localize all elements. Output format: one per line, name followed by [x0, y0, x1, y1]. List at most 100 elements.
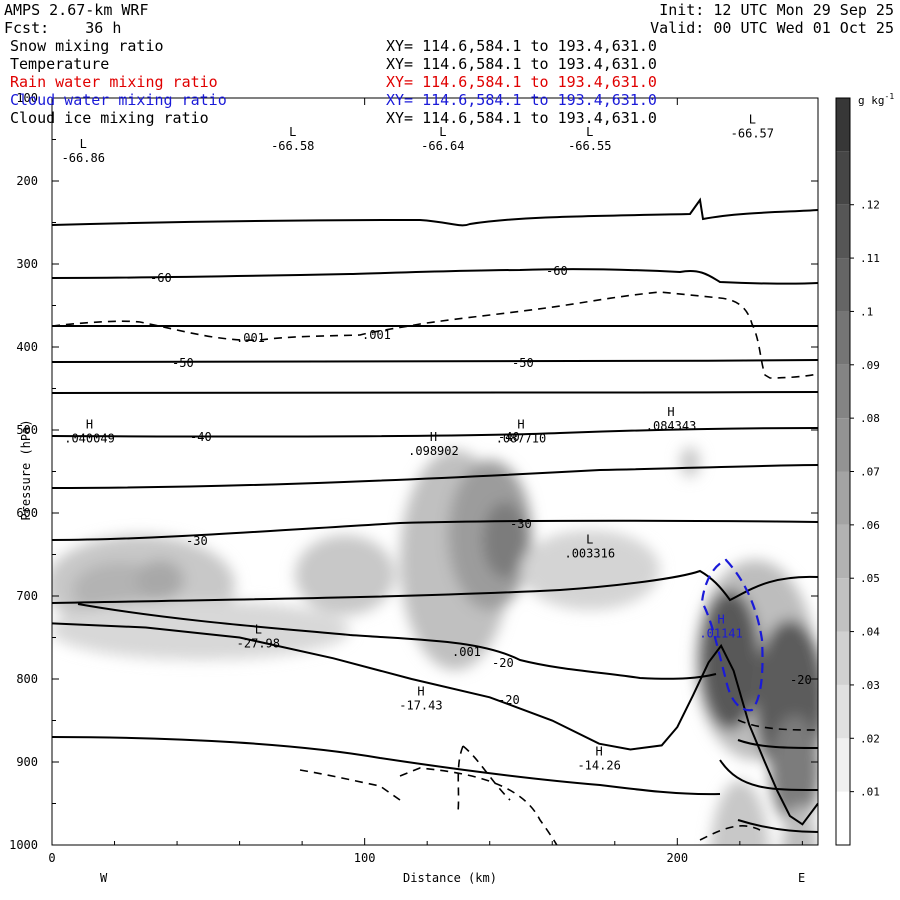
field-xy-temperature: XY= 114.6,584.1 to 193.4,631.0 — [386, 55, 657, 73]
y-tick-label: 700 — [16, 589, 38, 603]
field-xy-rain: XY= 114.6,584.1 to 193.4,631.0 — [386, 73, 657, 91]
extremum-value: .003316 — [564, 547, 615, 561]
snow-contour-labels: .001 .001 .001 — [236, 328, 481, 659]
y-tick-label: 400 — [16, 340, 38, 354]
temp-label: -40 — [190, 430, 212, 444]
colorbar-tick-label: .01 — [860, 786, 880, 799]
colorbar-segment — [836, 364, 850, 419]
extremum-value: -66.58 — [271, 139, 314, 153]
extremum-marker: H — [717, 612, 724, 626]
colorbar-segment — [836, 524, 850, 579]
temp-label: -50 — [512, 356, 534, 370]
colorbar-tick-label: .1 — [860, 305, 873, 318]
extremum-marker: L — [749, 113, 756, 127]
extremum-value: -14.26 — [577, 758, 620, 772]
cloud-water-contours — [700, 558, 764, 712]
snow-label: .001 — [452, 645, 481, 659]
colorbar-segment — [836, 578, 850, 632]
extremum-value: -17.43 — [399, 699, 442, 713]
y-tick-label: 500 — [16, 423, 38, 437]
y-tick-label: 300 — [16, 257, 38, 271]
axis-ticks — [51, 97, 818, 846]
field-name-rain: Rain water mixing ratio — [10, 73, 218, 91]
field-xy-snow: XY= 114.6,584.1 to 193.4,631.0 — [386, 37, 657, 55]
temp-label: -20 — [498, 693, 520, 707]
extremum-value: -27.98 — [237, 636, 280, 650]
forecast-hour: Fcst: 36 h — [4, 19, 122, 37]
y-tick-label: 1000 — [9, 838, 38, 852]
extremum-marker: H — [86, 417, 93, 431]
shading-layer — [52, 447, 818, 845]
field-xy-cloud-water: XY= 114.6,584.1 to 193.4,631.0 — [386, 91, 657, 109]
valid-time: Valid: 00 UTC Wed 01 Oct 25 — [650, 19, 894, 37]
colorbar-segment — [836, 791, 850, 845]
x-tick-label: 100 — [354, 851, 376, 865]
extremum-marker: L — [289, 125, 296, 139]
colorbar-tick-label: .03 — [860, 679, 880, 692]
temp-label: -60 — [150, 271, 172, 285]
colorbar-segment — [836, 204, 850, 259]
field-name-temperature: Temperature — [10, 55, 110, 73]
colorbar-tick-label: .11 — [860, 252, 880, 265]
y-tick-label: 200 — [16, 174, 38, 188]
extremum-marker: L — [255, 622, 262, 636]
colorbar: .01 .02 .03 .04 .05 .06 .07 .08 .09 .1 .11 .12 — [835, 97, 880, 846]
terrain-outline — [52, 622, 818, 826]
x-axis-label: Distance (km) — [403, 871, 497, 885]
extrema-labels: L-66.86L-66.58L-66.64L-66.55L-66.57H.040… — [62, 113, 774, 773]
snow-label: .001 — [362, 328, 391, 342]
extremum-marker: H — [417, 685, 424, 699]
y-tick-label: 800 — [16, 672, 38, 686]
x-tick-labels: 0 100 200 — [48, 851, 688, 865]
extremum-value: -66.57 — [731, 127, 774, 141]
extremum-marker: H — [430, 430, 437, 444]
extremum-marker: L — [80, 137, 87, 151]
x-tick-label: 200 — [666, 851, 688, 865]
colorbar-tick-label: .04 — [860, 626, 880, 639]
west-label: W — [100, 871, 108, 885]
colorbar-segment — [836, 738, 850, 792]
snow-label: .001 — [236, 331, 265, 345]
y-tick-label: 100 — [16, 91, 38, 105]
temp-label: -20 — [790, 673, 812, 687]
extremum-value: .084343 — [646, 419, 697, 433]
temp-label: -60 — [546, 264, 568, 278]
colorbar-segment — [836, 258, 850, 312]
extremum-marker: L — [439, 125, 446, 139]
temp-label: -40 — [498, 430, 520, 444]
colorbar-segment — [836, 471, 850, 525]
y-tick-label: 900 — [16, 755, 38, 769]
temp-label: -20 — [492, 656, 514, 670]
field-name-cloud-ice: Cloud ice mixing ratio — [10, 109, 209, 127]
colorbar-segment — [836, 418, 850, 472]
y-axis-label: Pressure (hPa) — [19, 419, 33, 520]
extremum-marker: H — [667, 405, 674, 419]
extremum-value: .098902 — [408, 444, 459, 458]
extremum-marker: L — [586, 125, 593, 139]
extremum-value: .040049 — [64, 431, 115, 445]
colorbar-tick-label: .08 — [860, 412, 880, 425]
init-time: Init: 12 UTC Mon 29 Sep 25 — [659, 1, 894, 19]
colorbar-tick-label: .02 — [860, 732, 880, 745]
y-tick-label: 600 — [16, 506, 38, 520]
colorbar-segment — [836, 311, 850, 365]
field-name-snow: Snow mixing ratio — [10, 37, 164, 55]
extremum-value: -66.55 — [568, 139, 611, 153]
colorbar-segment — [836, 631, 850, 685]
y-tick-labels: 100 200 300 400 500 600 700 800 900 1000 — [9, 91, 38, 852]
snow-contours — [52, 291, 818, 845]
model-title: AMPS 2.67-km WRF — [4, 1, 149, 19]
temperature-contour-labels: -60 -60 -50 -50 -40 -40 -30 -30 -20 -20 … — [150, 264, 812, 707]
temperature-contours — [52, 197, 818, 833]
colorbar-segment — [836, 151, 850, 205]
field-name-cloud-water: Cloud water mixing ratio — [10, 91, 227, 109]
colorbar-tick-label: .06 — [860, 519, 880, 532]
east-label: E — [798, 871, 805, 885]
colorbar-unit: g kg-1 — [858, 92, 894, 107]
extremum-value: .087710 — [496, 431, 547, 445]
extremum-value: -66.86 — [62, 151, 105, 165]
extremum-value: -66.64 — [421, 139, 464, 153]
temp-label: -30 — [510, 517, 532, 531]
extremum-marker: H — [596, 744, 603, 758]
